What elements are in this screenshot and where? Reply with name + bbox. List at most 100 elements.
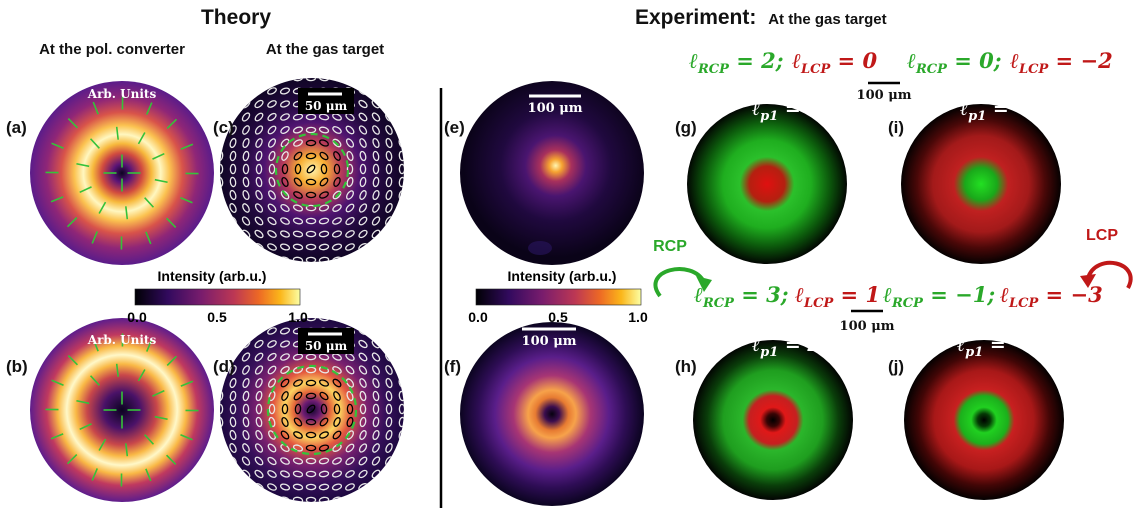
polarization-ellipse: [293, 391, 303, 401]
polarization-ellipse: [293, 431, 303, 439]
colorbar-left: Intensity (arb.u.) 0.0 0.5 1.0: [127, 268, 308, 325]
polarization-ellipse: [359, 416, 367, 428]
polarization-ellipse: [241, 352, 251, 362]
polarization-ellipse: [267, 216, 277, 226]
scalebar-label-c: 50 μm: [305, 99, 348, 113]
polarization-vector: [152, 389, 165, 397]
polarization-ellipse: [280, 203, 290, 213]
polarization-ellipse: [242, 429, 250, 441]
polarization-ellipse: [294, 163, 302, 175]
colorbar-mid-tick-0: 0.0: [468, 309, 488, 325]
polarization-ellipse: [241, 456, 251, 466]
polarization-ellipse: [268, 190, 276, 200]
colorbar-mid-bar: [475, 288, 642, 306]
polarization-ellipse: [254, 203, 264, 213]
polarization-ellipse: [279, 470, 291, 478]
scalebar-label-bot: 100 μm: [840, 319, 895, 334]
polarization-vector: [91, 231, 99, 244]
col-gas-header: At the gas target: [266, 41, 384, 58]
polarization-ellipse: [242, 377, 250, 389]
panel-c: 50 μm: [220, 78, 404, 262]
polarization-ellipse: [345, 230, 355, 238]
polarization-ellipse: [359, 378, 367, 388]
polarization-ellipse: [398, 403, 404, 415]
polarization-ellipse: [320, 403, 328, 415]
polarization-ellipse: [229, 365, 237, 375]
polarization-ellipse: [281, 177, 289, 187]
polarization-ellipse: [305, 470, 317, 478]
lcp-arrowhead: [1080, 274, 1096, 288]
polarization-ellipse: [280, 353, 290, 361]
polarization-vector: [92, 338, 99, 352]
oam-bot-left-rcp: ℓRCP = 3;: [694, 282, 789, 311]
polarization-ellipse: [372, 390, 380, 402]
polarization-ellipse: [255, 163, 263, 175]
polarization-ellipse: [268, 163, 276, 175]
polarization-ellipse: [331, 483, 343, 491]
polarization-vector: [145, 468, 152, 482]
polarization-ellipse: [292, 217, 304, 225]
scalebar-label-top: 100 μm: [857, 88, 912, 103]
polarization-ellipse: [229, 150, 237, 162]
polarization-ellipse: [267, 112, 277, 122]
panel-f: 100 μm: [460, 322, 644, 506]
polarization-ellipse: [292, 470, 304, 478]
panel-b: Arb. Units: [30, 318, 214, 502]
polarization-ellipse: [318, 256, 330, 262]
polarization-ellipse: [305, 152, 317, 160]
arb-units-b: Arb. Units: [87, 333, 157, 347]
polarization-ellipse: [280, 138, 290, 148]
polarization-ellipse: [267, 125, 277, 135]
polarization-ellipse: [255, 403, 263, 415]
polarization-vector: [145, 339, 153, 352]
polarization-ellipse: [319, 391, 329, 401]
polarization-ellipse: [220, 150, 224, 162]
polarization-ellipse: [332, 204, 342, 212]
polarization-ellipse: [229, 125, 237, 135]
polarization-vector: [180, 196, 193, 204]
polarization-ellipse: [267, 340, 277, 348]
polarization-ellipse: [358, 443, 368, 453]
polarization-ellipse: [305, 126, 317, 134]
polarization-ellipse: [281, 391, 289, 401]
polarization-ellipse: [268, 390, 276, 402]
polarization-ellipse: [318, 318, 330, 322]
polarization-ellipse: [332, 217, 342, 225]
polarization-ellipse: [345, 203, 355, 213]
polarization-ellipse: [359, 403, 367, 415]
polarization-ellipse: [359, 430, 367, 440]
colorbar-mid: Intensity (arb.u.) 0.0 0.5 1.0: [468, 268, 648, 325]
polarization-ellipse: [318, 496, 330, 502]
polarization-ellipse: [281, 417, 289, 427]
polarization-ellipse: [254, 339, 264, 349]
polarization-ellipse: [345, 365, 355, 375]
scalebar-label-f: 100 μm: [522, 334, 577, 349]
polarization-ellipse: [385, 390, 393, 402]
lp1-j: ℓp1 = −2: [957, 334, 1042, 360]
polarization-vector: [125, 443, 129, 457]
polarization-ellipse: [332, 457, 342, 465]
polarization-ellipse: [268, 403, 276, 415]
polarization-ellipse: [318, 243, 330, 251]
polarization-ellipse: [292, 204, 304, 212]
polarization-ellipse: [371, 456, 381, 466]
polarization-ellipse: [305, 243, 317, 251]
polarization-ellipse: [345, 470, 355, 478]
polarization-ellipse: [333, 163, 341, 175]
polarization-ellipse: [333, 403, 341, 415]
polarization-ellipse: [267, 230, 277, 238]
polarization-ellipse: [229, 416, 237, 428]
polarization-ellipse: [332, 126, 342, 134]
polarization-ellipse: [346, 190, 354, 200]
polarization-ellipse: [242, 365, 250, 375]
polarization-ellipse: [279, 78, 291, 82]
polarization-ellipse: [318, 457, 330, 465]
polarization-ellipse: [398, 390, 404, 402]
label-h: (h): [675, 357, 697, 376]
polarization-ellipse: [280, 430, 290, 440]
polarization-ellipse: [372, 443, 380, 453]
beam-h-image: [693, 340, 853, 500]
polarization-ellipse: [292, 353, 304, 361]
polarization-ellipse: [292, 230, 304, 238]
polarization-ellipse: [345, 125, 355, 135]
